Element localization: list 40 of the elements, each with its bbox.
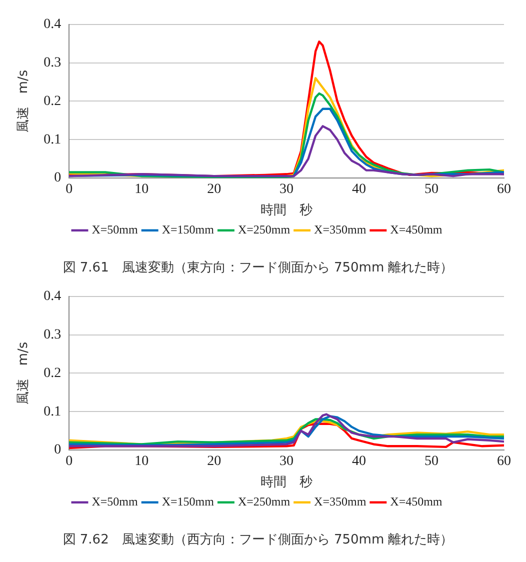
x-tick-label: 30 — [280, 182, 294, 198]
x-axis-title: 時間 秒 — [260, 474, 313, 490]
legend-label: X=150mm — [162, 494, 215, 509]
legend-label: X=350mm — [314, 494, 367, 509]
x-tick-label: 20 — [207, 454, 222, 470]
y-tick-label: 0 — [54, 170, 62, 186]
text: 図 7.61 風速変動（東方向：フード側面から 750mm 離れた時） — [62, 260, 454, 276]
x-tick-label: 30 — [280, 454, 294, 470]
y-axis-title: 風速 m/s — [16, 342, 32, 405]
x-tick-label: 10 — [134, 182, 149, 198]
x-axis-title: 時間 秒 — [260, 202, 313, 218]
y-tick-label: 0.4 — [44, 289, 62, 304]
legend-label: X=50mm — [92, 494, 139, 509]
y-tick-label: 0.2 — [44, 366, 62, 381]
x-tick-label: 40 — [352, 182, 366, 198]
legend-label: X=250mm — [238, 222, 291, 237]
x-tick-label: 50 — [424, 454, 439, 470]
y-tick-label: 0 — [54, 442, 62, 458]
x-tick-label: 0 — [66, 182, 73, 198]
x-tick-label: 10 — [134, 454, 149, 470]
y-axis-title: 風速 m/s — [16, 70, 32, 133]
x-tick-label: 50 — [424, 182, 439, 198]
x-tick-label: 60 — [497, 182, 511, 198]
y-tick-label: 0.4 — [44, 17, 62, 32]
legend-label: X=250mm — [238, 494, 291, 509]
legend-label: X=450mm — [390, 494, 443, 509]
y-tick-label: 0.2 — [44, 94, 62, 109]
text: 図 7.62 風速変動（西方向：フード側面から 750mm 離れた時） — [62, 532, 454, 548]
y-tick-label: 0.3 — [44, 327, 62, 342]
y-tick-label: 0.1 — [44, 132, 62, 148]
legend-label: X=450mm — [390, 222, 443, 237]
x-tick-label: 60 — [497, 454, 511, 470]
legend-label: X=50mm — [92, 222, 139, 237]
legend-label: X=150mm — [162, 222, 215, 237]
legend-label: X=350mm — [314, 222, 367, 237]
x-tick-label: 20 — [207, 182, 222, 198]
y-tick-label: 0.3 — [44, 55, 62, 70]
x-tick-label: 0 — [66, 454, 73, 470]
y-tick-label: 0.1 — [44, 404, 62, 420]
x-tick-label: 40 — [352, 454, 366, 470]
